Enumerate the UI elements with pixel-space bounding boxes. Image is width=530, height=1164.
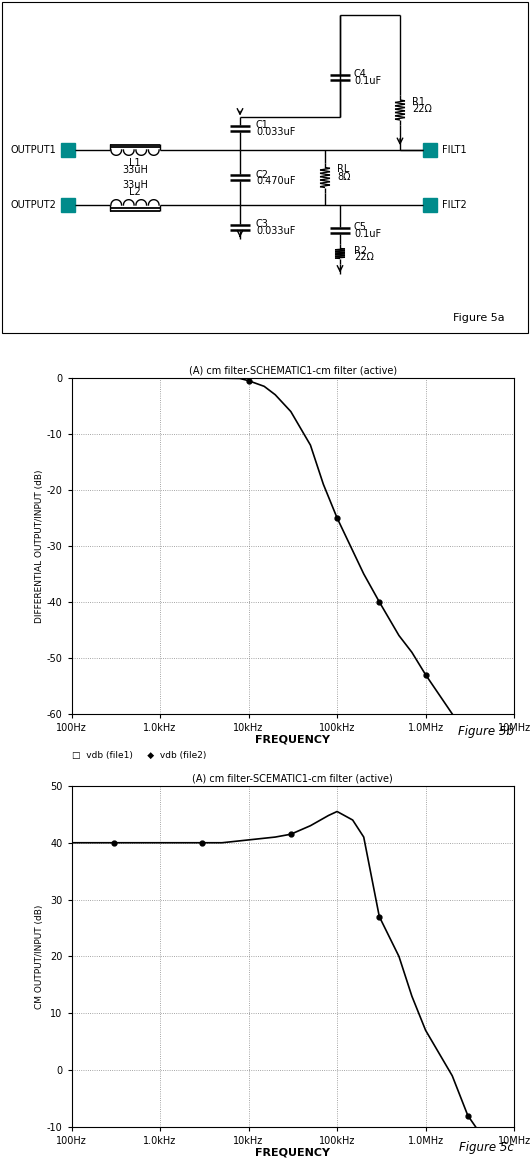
Text: C3: C3: [256, 219, 269, 229]
Text: FILT2: FILT2: [442, 200, 467, 210]
Text: 33uH: 33uH: [122, 165, 148, 175]
X-axis label: FREQUENCY: FREQUENCY: [255, 1148, 330, 1157]
Text: 0.1uF: 0.1uF: [354, 76, 381, 86]
Bar: [61, 198, 75, 212]
Text: C2: C2: [256, 170, 269, 179]
Text: 0.033uF: 0.033uF: [256, 127, 295, 137]
Y-axis label: DIFFERENTIAL OUTPUT/INPUT (dB): DIFFERENTIAL OUTPUT/INPUT (dB): [35, 469, 44, 623]
Text: 0.470uF: 0.470uF: [256, 177, 296, 186]
Text: C4: C4: [354, 69, 367, 79]
Text: 0.1uF: 0.1uF: [354, 229, 381, 239]
Text: OUTPUT1: OUTPUT1: [10, 146, 56, 155]
Text: □  vdb (file1)     ◆  vdb (file2): □ vdb (file1) ◆ vdb (file2): [72, 751, 206, 760]
Text: 33uH: 33uH: [122, 180, 148, 190]
Title: (A) cm filter-SCHEMATIC1-cm filter (active): (A) cm filter-SCHEMATIC1-cm filter (acti…: [189, 365, 397, 376]
Text: 22Ω: 22Ω: [354, 253, 374, 263]
Text: R1: R1: [412, 97, 425, 107]
Text: 0.033uF: 0.033uF: [256, 226, 295, 236]
Text: OUTPUT2: OUTPUT2: [10, 200, 56, 210]
Text: R2: R2: [354, 246, 367, 256]
Text: FILT1: FILT1: [442, 146, 466, 155]
Bar: [423, 143, 437, 157]
Text: Figure 5c: Figure 5c: [459, 1141, 514, 1154]
Text: 22Ω: 22Ω: [412, 104, 432, 114]
Text: L2: L2: [129, 187, 141, 197]
Bar: [423, 198, 437, 212]
Y-axis label: CM OUTPUT/INPUT (dB): CM OUTPUT/INPUT (dB): [35, 904, 44, 1008]
Text: L1: L1: [129, 158, 141, 168]
X-axis label: FREQUENCY: FREQUENCY: [255, 734, 330, 744]
Text: RL: RL: [337, 164, 349, 175]
Text: Figure 5a: Figure 5a: [453, 313, 505, 322]
Title: (A) cm filter-SCEMATIC1-cm filter (active): (A) cm filter-SCEMATIC1-cm filter (activ…: [192, 774, 393, 783]
Text: C1: C1: [256, 120, 269, 130]
Text: C5: C5: [354, 222, 367, 232]
Text: Figure 5b: Figure 5b: [458, 725, 514, 738]
Text: 8Ω: 8Ω: [337, 171, 350, 182]
Bar: [61, 143, 75, 157]
